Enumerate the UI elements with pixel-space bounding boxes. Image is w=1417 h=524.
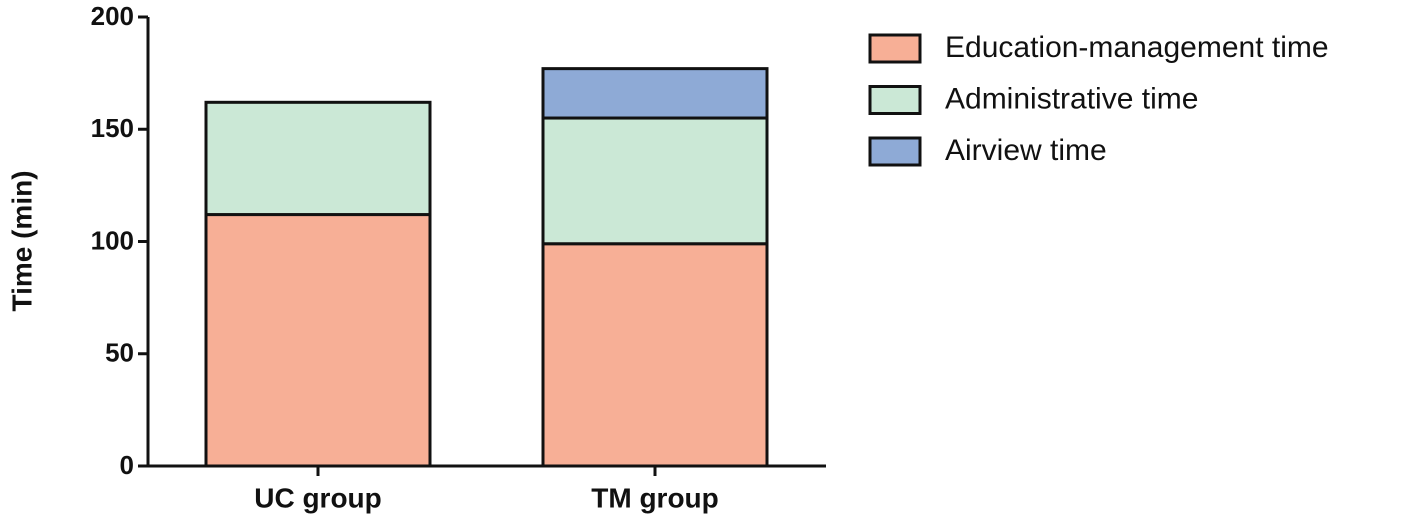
y-tick-label: 150 (91, 113, 134, 143)
bar-segment (204, 213, 432, 468)
bar-segment (541, 242, 769, 468)
y-tick-label: 100 (91, 225, 134, 255)
y-tick-label: 0 (120, 450, 134, 480)
legend-label: Administrative time (945, 82, 1198, 115)
legend-swatch (868, 33, 922, 64)
bar-segment (541, 67, 769, 120)
y-axis-title: Time (min) (6, 170, 37, 311)
bar-segment (541, 116, 769, 246)
y-tick-label: 200 (91, 1, 134, 31)
bar-segment (204, 100, 432, 217)
legend-swatch (868, 136, 922, 167)
legend-label: Airview time (945, 134, 1107, 167)
y-tick-label: 50 (105, 338, 134, 368)
x-tick-label: TM group (591, 482, 719, 513)
legend-label: Education-management time (945, 31, 1329, 64)
x-tick-label: UC group (254, 482, 382, 513)
legend-swatch (868, 85, 922, 115)
